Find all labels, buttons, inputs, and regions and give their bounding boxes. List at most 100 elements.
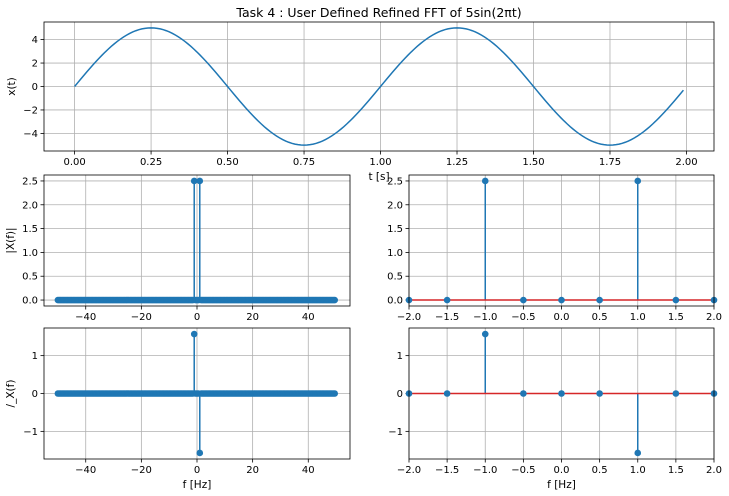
y-tick-label: 2.0 [387,200,403,211]
x-tick-label: 0 [194,312,200,323]
y-tick-label: 0.5 [22,272,38,283]
signal-line [74,27,684,146]
axes-frame [408,174,715,307]
axes-frame [43,327,351,460]
x-axis-label: f [Hz] [183,479,212,491]
y-tick-label: −2 [23,105,38,116]
y-tick-label: 0.0 [22,296,38,307]
y-tick-label: 1.5 [387,224,403,235]
y-tick-label: 0 [32,389,38,400]
x-tick-label: 2.0 [706,312,722,323]
x-tick-label: 1.0 [630,312,646,323]
stem-marker [190,177,198,185]
stem-marker [634,177,642,185]
x-tick-label: −1.0 [473,312,497,323]
y-tick-label: 2.5 [22,176,38,187]
y-axis-label: |X(f)| [5,227,17,253]
y-axis-label: x(t) [6,77,18,96]
y-axis-label: /_X(f) [5,380,17,408]
x-tick-label: 0.50 [216,157,238,168]
x-tick-label: 0.5 [592,465,608,476]
y-tick-label: −1 [23,427,38,438]
x-tick-label: −40 [75,312,96,323]
stem-marker [520,296,527,304]
magnitude-full-plot: −40 −20 0 20 40 0.0 0.5 1.0 1.5 2.0 2.5 |X(f)| [5,174,351,323]
y-tick-label: 0.0 [387,296,403,307]
figure-title: Task 4 : User Defined Refined FFT of 5si… [235,5,521,20]
x-tick-label: −1.5 [435,312,459,323]
x-tick-label: 0.00 [63,157,85,168]
x-tick-label: 20 [246,312,259,323]
x-tick-label: 1.0 [630,465,646,476]
x-axis-label: t [s] [368,171,389,183]
stem-marker [196,449,204,457]
x-tick-label: 1.00 [369,157,391,168]
y-tick-label: 0 [32,82,38,93]
x-axis-label: f [Hz] [547,479,576,491]
axes-frame [43,21,715,152]
x-tick-label: −1.0 [473,465,497,476]
x-tick-label: 1.75 [599,157,621,168]
x-tick-label: −40 [75,465,96,476]
stem-marker [596,296,603,304]
x-tick-label: 0.75 [293,157,315,168]
y-tick-label: 1 [397,351,403,362]
y-tick-label: 2.0 [22,200,38,211]
stem-marker [481,330,489,338]
x-tick-label: −20 [131,312,152,323]
x-tick-label: 20 [246,465,259,476]
x-tick-label: −0.5 [511,312,535,323]
stem-marker [520,390,527,397]
x-tick-label: 0.0 [554,312,570,323]
x-tick-label: −20 [131,465,152,476]
plot-marks [74,27,684,146]
x-tick-label: 0.5 [592,312,608,323]
x-tick-label: −0.5 [511,465,535,476]
stem-marker [558,390,565,397]
x-tick-label: 0 [194,465,200,476]
y-tick-label: 1 [32,351,38,362]
y-tick-label: 0 [397,389,403,400]
stem-marker [331,390,339,397]
x-tick-label: −2.0 [397,312,421,323]
x-tick-label: 1.5 [668,465,684,476]
y-tick-label: 2 [32,59,38,70]
x-tick-label: 1.50 [522,157,544,168]
magnitude-zoom-plot: −2.0 −1.5 −1.0 −0.5 0.0 0.5 1.0 1.5 2.0 0.0 0.5 1.0… [387,174,722,323]
stem-marker [196,177,204,185]
y-tick-label: 1.0 [387,248,403,259]
x-tick-label: 2.00 [675,157,697,168]
phase-full-plot: −40 −20 0 20 40 −1 0 1 f [Hz] /_X(f) [5,327,351,491]
stem-marker [672,390,680,397]
x-tick-label: 40 [302,465,315,476]
y-tick-label: 2.5 [387,176,403,187]
time-signal-plot: 0.00 0.25 0.50 0.75 1.00 1.25 1.50 1.75 2.00 −4 −2… [6,21,715,183]
stem-marker [596,390,603,397]
y-tick-label: 1.5 [22,224,38,235]
x-tick-label: 0.0 [554,465,570,476]
y-tick-label: 1.0 [22,248,38,259]
x-tick-label: 40 [302,312,315,323]
stem-marker [558,296,565,304]
phase-zoom-plot: −2.0 −1.5 −1.0 −0.5 0.0 0.5 1.0 1.5 2.0 −1 0 1 f [Hz… [388,327,722,491]
y-tick-label: −4 [23,129,38,140]
x-tick-label: −1.5 [435,465,459,476]
stem-marker [634,449,642,457]
y-tick-label: 4 [32,35,38,46]
y-tick-label: −1 [388,427,403,438]
x-tick-label: 1.25 [446,157,468,168]
x-tick-label: 0.25 [140,157,162,168]
stem-marker [443,296,451,304]
stem-marker [672,296,680,304]
stem-marker [443,390,451,397]
stem-marker [331,296,339,304]
stem-marker [481,177,489,185]
stem-marker [190,330,198,338]
axes-frame [408,327,715,460]
y-tick-label: 0.5 [387,272,403,283]
x-tick-label: 1.5 [668,312,684,323]
x-tick-label: −2.0 [397,465,421,476]
x-tick-label: 2.0 [706,465,722,476]
